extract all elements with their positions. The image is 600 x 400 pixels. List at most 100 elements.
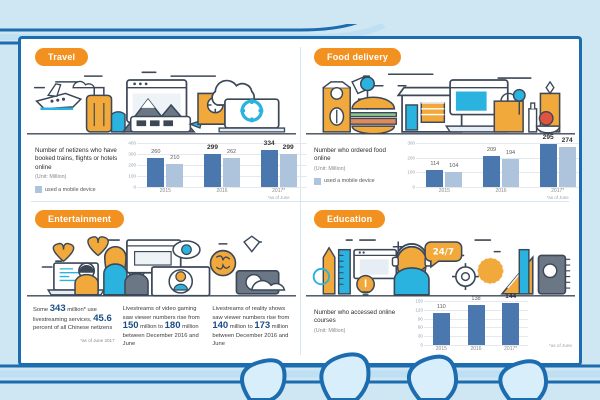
education-footnote: *as of June <box>549 343 572 348</box>
education-bubble-text: 24/7 <box>433 247 454 257</box>
bar: 274 <box>558 137 576 187</box>
travel-bars: 260 210 299 262 334 299 <box>137 140 307 187</box>
bar-value-label: 262 <box>226 149 237 156</box>
y-tick-label: 0 <box>420 342 423 348</box>
bar-group: 114 104 <box>416 143 473 187</box>
y-tick-label: 100 <box>128 173 136 179</box>
x-tick-label: 2015 <box>159 188 171 194</box>
y-tick-label: 90 <box>417 316 423 322</box>
food-x-axis: 2015 2016 2017* *as of June <box>416 188 579 200</box>
bar-value-label: 138 <box>471 295 481 302</box>
bar-value-label: 334 <box>263 140 275 148</box>
ent2-tail: million between December 2016 and June <box>122 324 199 348</box>
travel-y-axis: 0 100 200 300 400 <box>121 141 137 190</box>
bar: 299 <box>204 144 221 187</box>
ent1-number-2: 45.6 <box>93 312 112 324</box>
ent3-number-1: 140 <box>212 320 229 332</box>
education-caption: Number who accessed online courses (Unit… <box>314 309 398 334</box>
ent2-number-2: 180 <box>164 320 181 332</box>
y-tick-label: 0 <box>412 184 415 190</box>
badge-entertainment[interactable]: Entertainment <box>35 210 125 228</box>
gridline <box>137 154 307 155</box>
bar: 144 <box>502 293 520 345</box>
travel-legend: used a mobile device <box>35 186 119 194</box>
travel-x-axis: 2015 2016 2017* *as of June <box>137 188 307 200</box>
travel-illustration <box>27 65 296 143</box>
education-caption-unit: (Unit: Million) <box>314 327 346 334</box>
gridline <box>137 187 307 188</box>
travel-caption: Number of netizens who have booked train… <box>35 147 119 194</box>
gridline <box>137 165 307 166</box>
bar: 260 <box>147 149 165 187</box>
ent1-pre: Some <box>33 307 50 313</box>
legend-swatch <box>314 177 321 185</box>
bar: 295 <box>539 134 557 187</box>
x-tick-label: 2017* *as of June <box>250 188 307 200</box>
ent3-mid: million to <box>228 324 255 331</box>
gridline <box>137 143 307 144</box>
education-y-axis: 0 30 60 90 120 150 <box>408 298 424 348</box>
ent1-mid2: use livestreaming services, <box>33 307 97 323</box>
bar-value-label: 210 <box>170 154 180 161</box>
ent3-pre: Livestreams of reality shows saw viewer … <box>212 306 290 321</box>
section-food-delivery: Food delivery <box>300 39 579 201</box>
badge-food-delivery[interactable]: Food delivery <box>314 48 402 66</box>
ent2-number-1: 150 <box>122 320 139 332</box>
ent1-footnote: *as of June 2017 <box>80 337 115 343</box>
bar: 104 <box>445 163 463 187</box>
y-tick-label: 60 <box>417 324 423 330</box>
bar-group: 209 194 <box>473 143 530 187</box>
travel-caption-unit: (Unit: Million) <box>35 174 67 181</box>
x-tick-label: 2017* <box>504 346 518 352</box>
legend-swatch <box>35 186 42 194</box>
y-tick-label: 300 <box>128 151 136 157</box>
bar-group: 144 <box>493 293 528 345</box>
bar: 262 <box>223 149 240 187</box>
bar-value-label: 299 <box>206 144 219 152</box>
badge-education[interactable]: Education <box>314 210 386 228</box>
bar: 334 <box>260 140 278 187</box>
x-tick-label: 2016 <box>495 188 507 194</box>
section-entertainment: Entertainment <box>21 201 300 363</box>
ent3-tail: million between December 2016 and June <box>212 324 289 348</box>
y-tick-label: 120 <box>415 307 423 313</box>
bar-value-label: 144 <box>505 292 517 300</box>
x-tick-note: *as of June <box>546 195 569 200</box>
bar-group: 334 299 <box>250 140 307 187</box>
y-tick-label: 200 <box>407 155 415 161</box>
bar: 210 <box>166 155 184 187</box>
y-tick-label: 150 <box>415 298 423 304</box>
education-caption-title: Number who accessed online courses <box>314 309 396 325</box>
y-tick-label: 300 <box>407 140 415 146</box>
bar: 110 <box>432 304 450 345</box>
bar-value-label: 260 <box>151 149 161 156</box>
y-tick-label: 30 <box>417 333 423 339</box>
education-bars: 110 138 144 <box>424 293 528 345</box>
bar-group: 110 <box>424 301 459 345</box>
bar-value-label: 295 <box>542 133 554 141</box>
bar-value-label: 104 <box>449 162 459 169</box>
bar-group: 260 210 <box>137 143 194 187</box>
bar-value-label: 114 <box>430 161 440 168</box>
bar-value-label: 299 <box>282 144 294 152</box>
badge-travel[interactable]: Travel <box>35 48 89 66</box>
infographic-panel: Travel <box>18 36 582 366</box>
ent3-number-2: 173 <box>254 320 271 332</box>
education-illustration: 24/7 <box>306 227 575 305</box>
food-caption: Number who ordered food online (Unit: Mi… <box>314 147 398 185</box>
bar-value-label: 110 <box>436 303 446 310</box>
x-tick-note: *as of June <box>267 195 290 200</box>
bar-value-label: 274 <box>561 136 573 144</box>
x-tick-label: 2016 <box>470 346 482 352</box>
food-bars: 114 104 209 194 295 274 <box>416 134 579 187</box>
bar: 299 <box>279 144 297 187</box>
y-tick-label: 0 <box>133 184 136 190</box>
bar-group: 138 <box>459 296 494 345</box>
x-tick-label: 2017* *as of June <box>529 188 579 200</box>
bar: 138 <box>467 296 485 345</box>
food-chart: 0 100 200 300 114 104 209 194 295 274 2015 2016 20… <box>400 134 579 203</box>
food-legend: used a mobile device <box>314 177 398 185</box>
bar-value-label: 209 <box>486 147 497 154</box>
ent2-mid: million to <box>138 324 165 331</box>
entertainment-illustration <box>27 227 296 305</box>
